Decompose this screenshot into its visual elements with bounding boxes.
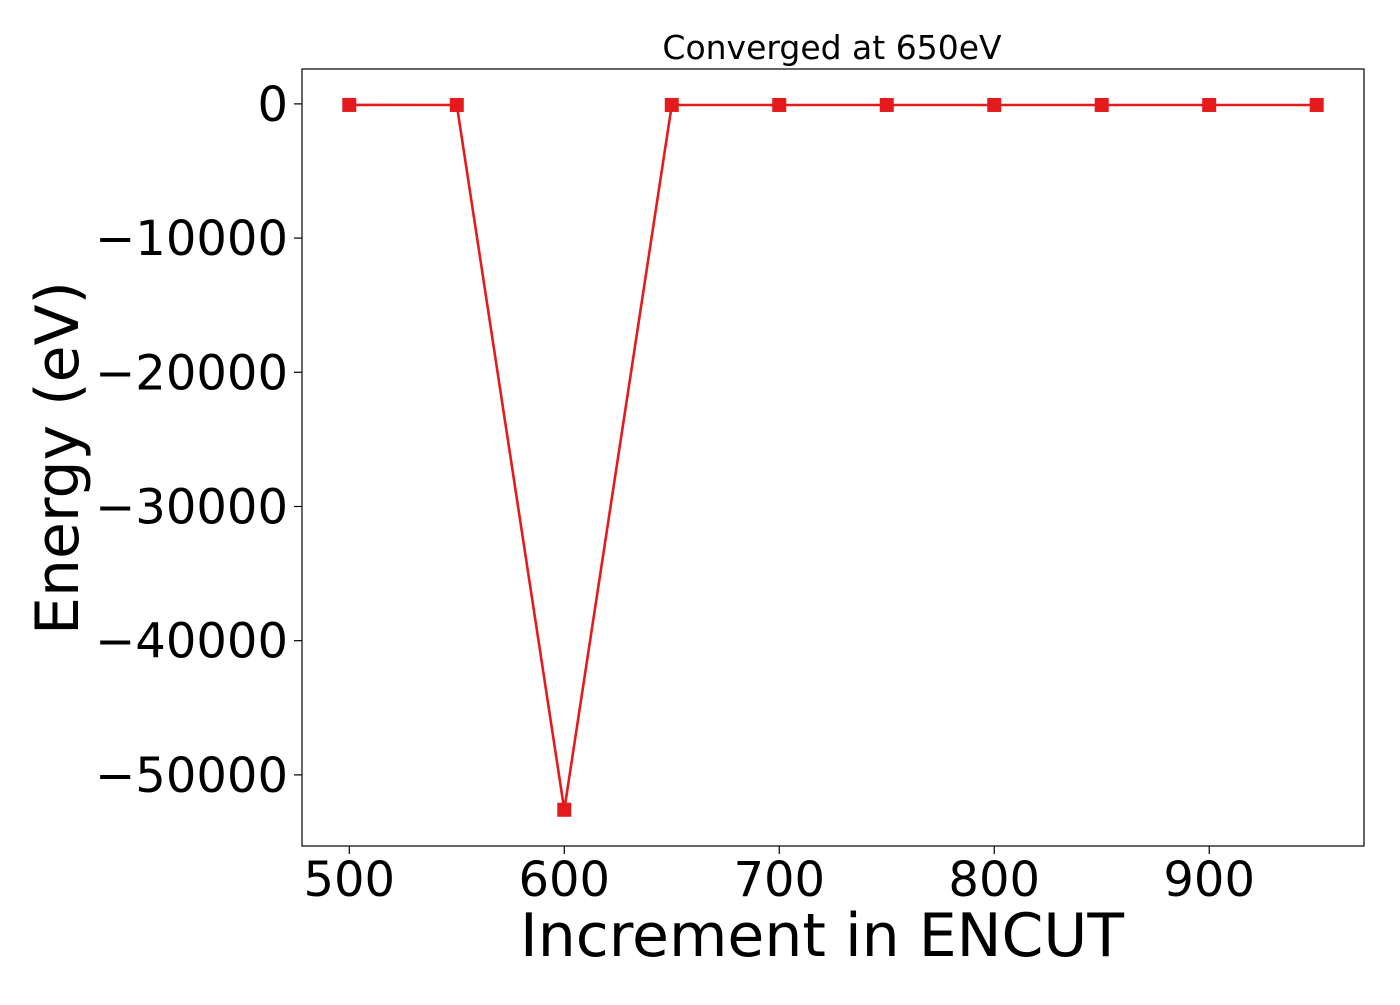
- chart-title: Converged at 650eV: [662, 28, 1002, 67]
- x-tick-label: 900: [1163, 852, 1255, 908]
- data-point-marker: [342, 97, 357, 112]
- y-tick-label: −40000: [95, 614, 288, 670]
- data-point-marker: [1094, 97, 1109, 112]
- plot-frame: [301, 68, 1365, 847]
- x-tick-label: 800: [948, 852, 1040, 908]
- data-point-marker: [449, 97, 464, 112]
- x-tick-label: 500: [303, 852, 395, 908]
- data-point-marker: [1309, 97, 1324, 112]
- data-point-marker: [664, 97, 679, 112]
- data-point-marker: [879, 97, 894, 112]
- y-tick-label: −50000: [95, 748, 288, 804]
- y-tick-label: −30000: [95, 479, 288, 535]
- x-tick-label: 600: [518, 852, 610, 908]
- data-point-marker: [557, 802, 572, 817]
- data-point-marker: [1202, 97, 1217, 112]
- data-point-marker: [987, 97, 1002, 112]
- x-axis-label: Increment in ENCUT: [520, 901, 1124, 971]
- x-tick-label: 700: [733, 852, 825, 908]
- y-tick-label: −20000: [95, 345, 288, 401]
- series-line: [349, 103, 1317, 810]
- y-tick-label: −10000: [95, 211, 288, 267]
- data-point-marker: [772, 97, 787, 112]
- y-axis-label: Energy (eV): [23, 281, 93, 635]
- y-tick-label: 0: [257, 77, 288, 133]
